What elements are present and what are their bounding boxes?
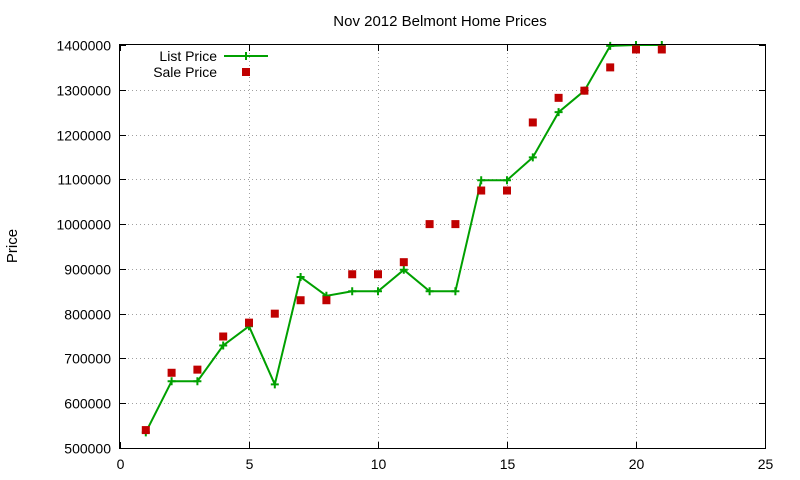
y-tick-label: 1000000 <box>56 217 111 233</box>
legend-list-price-marker <box>242 52 250 60</box>
y-tick-label: 700000 <box>64 351 111 367</box>
list-price-point <box>270 380 279 389</box>
sale-price-point <box>141 426 150 435</box>
x-tick-label: 20 <box>629 456 645 472</box>
sale-price-point <box>606 63 615 72</box>
list-price-point <box>348 287 357 296</box>
list-price-point <box>554 108 563 117</box>
sale-price-point <box>580 86 589 95</box>
y-axis-label: Price <box>4 229 21 263</box>
sale-price-point <box>657 45 666 54</box>
tick-labels: 500000 600000 700000 800000 900000 1000000 110… <box>56 38 773 473</box>
legend-label: Sale Price <box>153 64 217 80</box>
list-price-point <box>425 287 434 296</box>
y-tick-label: 900000 <box>64 262 111 278</box>
sale-price-point <box>245 318 253 327</box>
sale-price-point <box>193 365 202 374</box>
sale-price-point <box>503 186 511 195</box>
x-tick-label: 5 <box>246 456 254 472</box>
list-price-point <box>606 41 615 50</box>
sale-price-point <box>167 368 176 377</box>
sale-price-point <box>451 220 460 229</box>
list-price-point <box>374 287 382 296</box>
sale-price-point <box>528 118 537 127</box>
y-tick-label: 1200000 <box>56 128 111 144</box>
list-price-point <box>503 176 511 185</box>
legend-sale-price-swatch <box>242 68 250 76</box>
list-price-point <box>528 153 537 162</box>
y-tick-label: 800000 <box>64 307 111 323</box>
y-tick-label: 1100000 <box>58 172 112 188</box>
x-tick-label: 25 <box>758 456 774 472</box>
list-price-point <box>219 341 228 350</box>
sale-price-point <box>374 270 382 279</box>
list-price-point <box>477 176 486 185</box>
legend-label: List Price <box>159 48 217 64</box>
axis-ticks <box>120 45 766 449</box>
list-price-point <box>399 265 408 274</box>
sale-price-point <box>632 45 640 54</box>
sale-price-point <box>348 270 357 279</box>
series-layer <box>141 41 666 437</box>
list-price-point <box>193 377 202 386</box>
y-tick-label: 600000 <box>64 396 111 412</box>
chart-title: Nov 2012 Belmont Home Prices <box>333 13 546 30</box>
sale-price-point <box>219 332 228 341</box>
list-price-point <box>167 377 176 386</box>
x-tick-label: 10 <box>371 456 387 472</box>
sale-price-point <box>554 93 563 102</box>
sale-price-point <box>270 309 279 318</box>
list-price-line <box>144 44 662 433</box>
sale-price-point <box>425 220 434 229</box>
y-tick-label: 500000 <box>64 441 111 457</box>
grid <box>120 45 765 448</box>
y-tick-label: 1400000 <box>56 38 111 54</box>
list-price-point <box>451 287 460 296</box>
sale-price-point <box>322 296 331 305</box>
sale-price-point <box>399 258 408 267</box>
list-price-point <box>296 272 305 281</box>
x-tick-label: 0 <box>117 456 125 472</box>
y-tick-label: 1300000 <box>56 83 111 99</box>
sale-price-point <box>477 186 486 195</box>
x-tick-label: 15 <box>500 456 516 472</box>
sale-price-point <box>296 296 305 305</box>
plot-frame <box>119 44 766 449</box>
